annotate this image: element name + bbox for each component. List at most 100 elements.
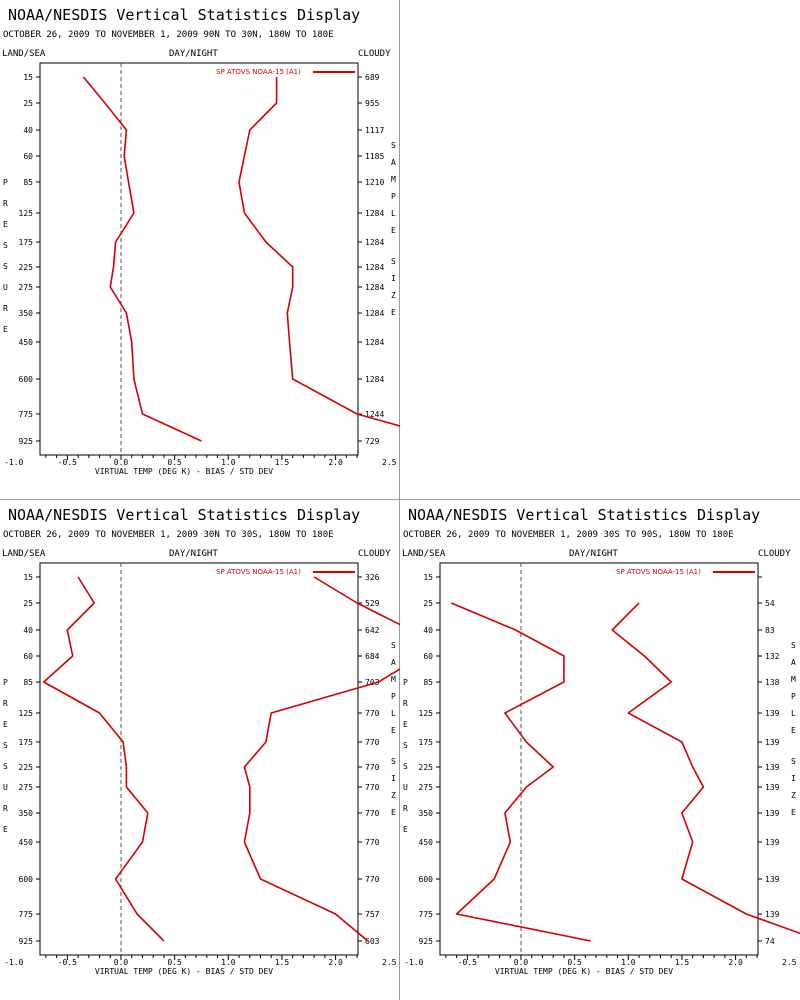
legend-label: SP ATOVS NOAA-15 (A1): [616, 568, 701, 576]
pressure-axis-letter: E: [3, 720, 8, 729]
pressure-axis-letter: S: [3, 241, 8, 250]
pressure-axis-letter: S: [403, 741, 408, 750]
y-tick-label: 175: [19, 738, 34, 747]
horizontal-divider: [0, 499, 800, 500]
y-tick-label: 225: [19, 763, 34, 772]
sample-size-label: 139: [765, 738, 780, 747]
cloudy-label: CLOUDY: [758, 549, 791, 559]
pressure-axis-letter: U: [403, 783, 408, 792]
sample-size-label: 139: [765, 783, 780, 792]
pressure-axis-letter: S: [3, 262, 8, 271]
sample-size-label: 703: [365, 678, 380, 687]
y-tick-label: 225: [419, 763, 434, 772]
pressure-axis-letter: E: [3, 325, 8, 334]
pressure-axis-letter: P: [3, 678, 8, 687]
sample-size-axis-letter: E: [391, 726, 396, 735]
pressure-axis-letter: P: [3, 178, 8, 187]
plot-frame: [39, 62, 359, 456]
y-tick-label: 275: [19, 283, 34, 292]
pressure-axis-letter: S: [3, 762, 8, 771]
sample-size-label: 54: [765, 599, 775, 608]
sample-size-label: 1284: [365, 238, 384, 247]
plot-frame: [439, 562, 759, 956]
x-tick-label: 0.5: [167, 458, 182, 467]
series-line-bias: [82, 76, 202, 442]
y-tick-label: 275: [19, 783, 34, 792]
series-line-std-dev: [611, 602, 800, 935]
y-tick-label: 85: [423, 678, 433, 687]
chart-title: NOAA/NESDIS Vertical Statistics Display: [8, 6, 360, 24]
y-tick-label: 125: [419, 709, 434, 718]
y-tick-label: 350: [19, 309, 34, 318]
y-tick-label: 125: [19, 209, 34, 218]
pressure-axis-letter: P: [403, 678, 408, 687]
series-line-bias: [450, 602, 591, 942]
x-tick-label: 2.5: [382, 458, 397, 467]
y-tick-label: 175: [419, 738, 434, 747]
x-tick-label: -1.0: [4, 458, 23, 467]
sample-size-axis-letter: S: [791, 641, 796, 650]
sample-size-label: 770: [365, 809, 380, 818]
y-tick-label: 925: [19, 937, 34, 946]
pressure-axis-letter: S: [3, 741, 8, 750]
cloudy-label: CLOUDY: [358, 49, 391, 59]
pressure-axis-letter: R: [3, 699, 8, 708]
x-tick-label: 1.0: [221, 958, 236, 967]
y-tick-label: 85: [23, 678, 33, 687]
sample-size-label: 1210: [365, 178, 384, 187]
y-tick-label: 25: [423, 599, 433, 608]
x-tick-label: 0.5: [167, 958, 182, 967]
chart-panel-30s-90s: NOAA/NESDIS Vertical Statistics Display O…: [400, 500, 800, 1000]
land-sea-label: LAND/SEA: [2, 549, 46, 559]
sample-size-axis-letter: P: [391, 192, 396, 201]
sample-size-axis-letter: Z: [791, 791, 796, 800]
day-night-label: DAY/NIGHT: [569, 549, 618, 559]
sample-size-label: 770: [365, 763, 380, 772]
sample-size-label: 1284: [365, 375, 384, 384]
legend-label: SP ATOVS NOAA-15 (A1): [216, 568, 301, 576]
sample-size-axis-letter: S: [391, 257, 396, 266]
chart-title: NOAA/NESDIS Vertical Statistics Display: [8, 506, 360, 524]
land-sea-label: LAND/SEA: [402, 549, 446, 559]
x-tick-label: 1.5: [675, 958, 690, 967]
sample-size-label: 326: [365, 573, 380, 582]
sample-size-axis-letter: S: [391, 641, 396, 650]
x-tick-label: 2.0: [328, 458, 343, 467]
x-tick-label: 0.0: [114, 958, 129, 967]
legend-label: SP ATOVS NOAA-15 (A1): [216, 68, 301, 76]
sample-size-label: 139: [765, 838, 780, 847]
sample-size-axis-letter: P: [391, 692, 396, 701]
sample-size-label: 1284: [365, 283, 384, 292]
series-line-std-dev: [243, 576, 400, 942]
sample-size-label: 132: [765, 652, 780, 661]
sample-size-axis-letter: E: [391, 226, 396, 235]
y-tick-label: 775: [19, 910, 34, 919]
pressure-axis-letter: R: [403, 804, 408, 813]
sample-size-axis-letter: S: [391, 141, 396, 150]
chart-panel-90n-30n: NOAA/NESDIS Vertical Statistics Display O…: [0, 0, 400, 500]
y-tick-label: 175: [19, 238, 34, 247]
pressure-axis-letter: R: [3, 304, 8, 313]
x-tick-label: 1.0: [221, 458, 236, 467]
sample-size-axis-letter: P: [791, 692, 796, 701]
sample-size-axis-letter: Z: [391, 291, 396, 300]
chart-panel-30n-30s: NOAA/NESDIS Vertical Statistics Display O…: [0, 500, 400, 1000]
sample-size-axis-letter: I: [391, 274, 396, 283]
sample-size-label: 139: [765, 910, 780, 919]
chart-svg-30s-90s: NOAA/NESDIS Vertical Statistics Display O…: [402, 506, 800, 976]
sample-size-axis-letter: M: [791, 675, 796, 684]
y-tick-label: 350: [419, 809, 434, 818]
y-tick-label: 925: [19, 437, 34, 446]
sample-size-label: 74: [765, 937, 775, 946]
y-tick-label: 25: [23, 599, 33, 608]
sample-size-label: 689: [365, 73, 380, 82]
x-tick-label: 0.5: [567, 958, 582, 967]
sample-size-axis-letter: S: [391, 757, 396, 766]
day-night-label: DAY/NIGHT: [169, 549, 218, 559]
pressure-axis-letter: E: [3, 220, 8, 229]
pressure-axis-letter: R: [3, 804, 8, 813]
pressure-axis-letter: U: [3, 283, 8, 292]
sample-size-label: 770: [365, 838, 380, 847]
sample-size-label: 1185: [365, 152, 384, 161]
sample-size-axis-letter: A: [391, 658, 396, 667]
